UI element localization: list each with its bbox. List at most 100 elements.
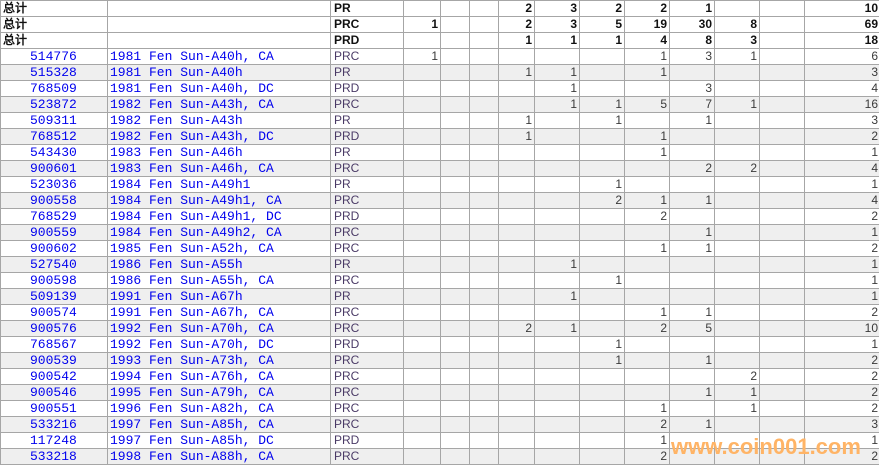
coin-name-link[interactable]: 1992 Fen Sun-A70h, DC [110,337,274,352]
coin-name-link[interactable]: 1981 Fen Sun-A40h, CA [110,49,274,64]
count-cell [669,400,715,417]
coin-id-link[interactable]: 768512 [30,129,77,144]
coin-id-link[interactable]: 900574 [30,305,77,320]
coin-id-link[interactable]: 900542 [30,369,77,384]
coin-id-link[interactable]: 533216 [30,417,77,432]
coin-id-link[interactable]: 523872 [30,97,77,112]
count-cell [579,304,625,321]
coin-id-link[interactable]: 900551 [30,401,77,416]
count-cell [403,256,441,273]
count-cell [714,416,760,433]
coin-id-link[interactable]: 900559 [30,225,77,240]
coin-id-link[interactable]: 514776 [30,49,77,64]
name-cell: 1993 Fen Sun-A73h, CA [107,352,331,369]
count-cell [498,144,535,161]
id-cell: 768512 [0,128,108,145]
coin-id-link[interactable]: 900576 [30,321,77,336]
coin-id-link[interactable]: 527540 [30,257,77,272]
count-cell [759,80,805,97]
coin-name-link[interactable]: 1996 Fen Sun-A82h, CA [110,401,274,416]
count-cell [579,80,625,97]
coin-name-link[interactable]: 1995 Fen Sun-A79h, CA [110,385,274,400]
count-cell: 1 [579,352,625,369]
coin-name-link[interactable]: 1981 Fen Sun-A40h [110,65,243,80]
count-cell [714,80,760,97]
count-cell: 30 [669,16,715,33]
table-row: 900598 1986 Fen Sun-A55h, CA PRC 1 1 [0,272,879,289]
coin-name-link[interactable]: 1994 Fen Sun-A76h, CA [110,369,274,384]
coin-name-link[interactable]: 1981 Fen Sun-A40h, DC [110,81,274,96]
coin-name-link[interactable]: 1982 Fen Sun-A43h, CA [110,97,274,112]
table-row: 533218 1998 Fen Sun-A88h, CA PRC 2 2 [0,448,879,465]
id-cell: 533218 [0,448,108,465]
name-cell: 1984 Fen Sun-A49h1, CA [107,192,331,209]
coin-id-link[interactable]: 515328 [30,65,77,80]
row-total-cell: 16 [804,96,879,113]
count-cell [440,256,470,273]
count-cell [534,336,580,353]
coin-id-link[interactable]: 768529 [30,209,77,224]
count-cell: 1 [669,224,715,241]
name-cell: 1981 Fen Sun-A40h, DC [107,80,331,97]
coin-name-link[interactable]: 1997 Fen Sun-A85h, DC [110,433,274,448]
count-cell: 7 [669,96,715,113]
coin-id-link[interactable]: 509311 [30,113,77,128]
coin-name-link[interactable]: 1997 Fen Sun-A85h, CA [110,417,274,432]
coin-name-link[interactable]: 1983 Fen Sun-A46h, CA [110,161,274,176]
count-cell [403,128,441,145]
count-cell [440,352,470,369]
coin-id-link[interactable]: 900602 [30,241,77,256]
count-cell [498,96,535,113]
coin-name-link[interactable]: 1992 Fen Sun-A70h, CA [110,321,274,336]
coin-id-link[interactable]: 900558 [30,193,77,208]
table-row: 768509 1981 Fen Sun-A40h, DC PRD 1 3 4 [0,80,879,97]
coin-name-link[interactable]: 1984 Fen Sun-A49h1 [110,177,251,192]
type-cell: PR [330,144,404,161]
count-cell [579,128,625,145]
count-cell [469,400,499,417]
row-total-cell: 3 [804,416,879,433]
coin-id-link[interactable]: 117248 [30,433,77,448]
coin-name-link[interactable]: 1986 Fen Sun-A55h, CA [110,273,274,288]
coin-name-link[interactable]: 1998 Fen Sun-A88h, CA [110,449,274,464]
coin-id-link[interactable]: 523036 [30,177,77,192]
coin-name-link[interactable]: 1983 Fen Sun-A46h [110,145,243,160]
row-total-cell: 2 [804,240,879,257]
coin-name-link[interactable]: 1984 Fen Sun-A49h1, CA [110,193,282,208]
count-cell [714,208,760,225]
coin-id-link[interactable]: 768509 [30,81,77,96]
count-cell [534,112,580,129]
row-total-cell: 18 [804,32,879,49]
coin-id-link[interactable]: 900598 [30,273,77,288]
count-cell [579,240,625,257]
coin-name-link[interactable]: 1991 Fen Sun-A67h [110,289,243,304]
coin-id-link[interactable]: 900546 [30,385,77,400]
coin-name-link[interactable]: 1991 Fen Sun-A67h, CA [110,305,274,320]
coin-id-link[interactable]: 900601 [30,161,77,176]
count-cell [403,304,441,321]
name-cell: 1984 Fen Sun-A49h1, DC [107,208,331,225]
table-row: 768529 1984 Fen Sun-A49h1, DC PRD 2 2 [0,208,879,225]
coin-id-link[interactable]: 900539 [30,353,77,368]
count-cell [440,336,470,353]
coin-name-link[interactable]: 1986 Fen Sun-A55h [110,257,243,272]
count-cell [469,128,499,145]
coin-name-link[interactable]: 1982 Fen Sun-A43h [110,113,243,128]
count-cell [714,240,760,257]
coin-id-link[interactable]: 533218 [30,449,77,464]
coin-id-link[interactable]: 768567 [30,337,77,352]
name-cell: 1992 Fen Sun-A70h, CA [107,320,331,337]
name-cell: 1981 Fen Sun-A40h [107,64,331,81]
count-cell: 1 [534,288,580,305]
coin-name-link[interactable]: 1985 Fen Sun-A52h, CA [110,241,274,256]
coin-name-link[interactable]: 1984 Fen Sun-A49h2, CA [110,225,282,240]
coin-name-link[interactable]: 1982 Fen Sun-A43h, DC [110,129,274,144]
coin-id-link[interactable]: 509139 [30,289,77,304]
coin-name-link[interactable]: 1984 Fen Sun-A49h1, DC [110,209,282,224]
coin-id-link[interactable]: 543430 [30,145,77,160]
coin-name-link[interactable]: 1993 Fen Sun-A73h, CA [110,353,274,368]
id-cell: 768567 [0,336,108,353]
count-cell [624,352,670,369]
count-cell: 4 [624,32,670,49]
table-row: 900576 1992 Fen Sun-A70h, CA PRC 2 1 2 5 10 [0,320,879,337]
